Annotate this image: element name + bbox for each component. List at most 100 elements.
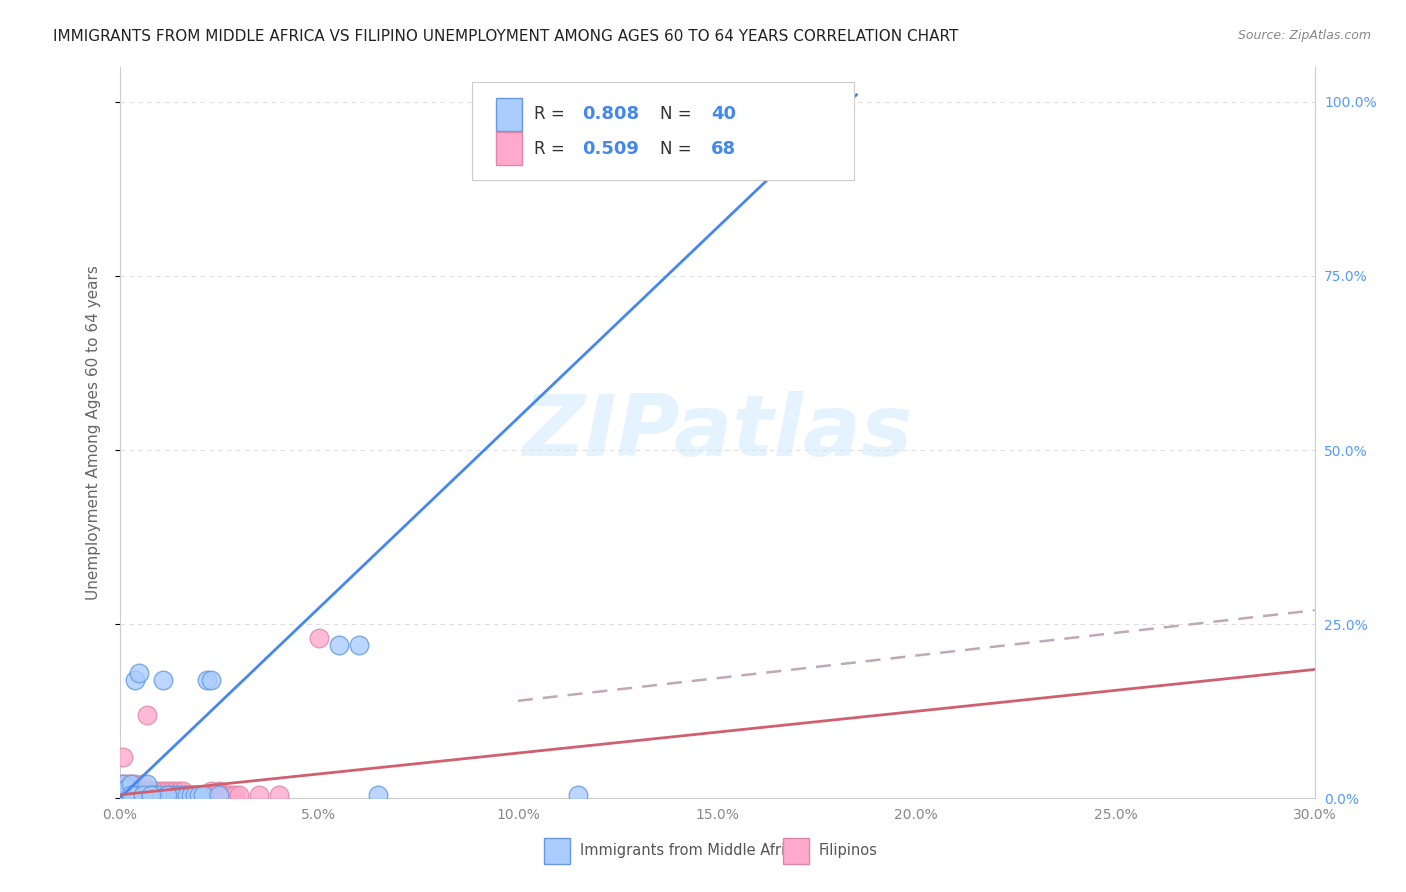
- Point: [121, 788, 143, 802]
- Point: [208, 788, 231, 802]
- Point: [172, 788, 194, 802]
- Point: [160, 788, 183, 802]
- Point: [745, 109, 768, 123]
- Text: IMMIGRANTS FROM MIDDLE AFRICA VS FILIPINO UNEMPLOYMENT AMONG AGES 60 TO 64 YEARS: IMMIGRANTS FROM MIDDLE AFRICA VS FILIPIN…: [53, 29, 959, 45]
- Point: [121, 788, 143, 802]
- Point: [117, 780, 139, 795]
- Point: [156, 788, 179, 802]
- Text: 68: 68: [711, 140, 737, 158]
- Text: Source: ZipAtlas.com: Source: ZipAtlas.com: [1237, 29, 1371, 43]
- Point: [367, 788, 389, 802]
- Point: [117, 784, 139, 798]
- Point: [124, 788, 146, 802]
- Point: [180, 788, 202, 802]
- Point: [128, 788, 150, 802]
- Point: [128, 665, 150, 680]
- Point: [145, 788, 166, 802]
- Point: [191, 788, 215, 802]
- Point: [132, 788, 155, 802]
- Point: [121, 788, 143, 802]
- Text: R =: R =: [534, 140, 571, 158]
- Point: [204, 788, 226, 802]
- Point: [176, 788, 198, 802]
- Point: [219, 788, 242, 802]
- Point: [184, 788, 207, 802]
- Point: [112, 788, 135, 802]
- Point: [121, 784, 143, 798]
- Point: [160, 784, 183, 798]
- Point: [184, 788, 207, 802]
- Point: [117, 777, 139, 791]
- Point: [124, 777, 146, 791]
- Point: [152, 784, 174, 798]
- Point: [132, 784, 155, 798]
- Point: [128, 780, 150, 795]
- Point: [191, 788, 215, 802]
- Point: [172, 788, 194, 802]
- Point: [132, 777, 155, 791]
- Point: [141, 788, 163, 802]
- Point: [328, 638, 350, 652]
- Point: [121, 777, 143, 791]
- Point: [188, 788, 211, 802]
- Text: 0.808: 0.808: [582, 105, 640, 123]
- Point: [136, 777, 159, 791]
- Point: [124, 784, 146, 798]
- Text: Immigrants from Middle Africa: Immigrants from Middle Africa: [579, 843, 801, 858]
- Point: [148, 788, 170, 802]
- Point: [165, 788, 187, 802]
- Text: N =: N =: [659, 105, 696, 123]
- Point: [156, 784, 179, 798]
- Point: [136, 788, 159, 802]
- Text: 40: 40: [711, 105, 737, 123]
- Point: [200, 784, 222, 798]
- Point: [141, 784, 163, 798]
- Point: [132, 788, 155, 802]
- Point: [148, 788, 170, 802]
- Point: [112, 777, 135, 791]
- Point: [212, 788, 235, 802]
- Point: [172, 784, 194, 798]
- Point: [156, 788, 179, 802]
- Point: [224, 788, 246, 802]
- Point: [195, 788, 218, 802]
- Point: [110, 788, 132, 802]
- Y-axis label: Unemployment Among Ages 60 to 64 years: Unemployment Among Ages 60 to 64 years: [86, 265, 101, 600]
- Point: [165, 784, 187, 798]
- FancyBboxPatch shape: [544, 838, 569, 864]
- FancyBboxPatch shape: [496, 98, 522, 131]
- Point: [188, 788, 211, 802]
- Point: [112, 749, 135, 764]
- Point: [208, 788, 231, 802]
- Point: [145, 784, 166, 798]
- Point: [112, 784, 135, 798]
- Point: [195, 673, 218, 687]
- Text: N =: N =: [659, 140, 696, 158]
- Point: [117, 788, 139, 802]
- Text: ZIPatlas: ZIPatlas: [522, 391, 912, 475]
- Point: [124, 673, 146, 687]
- Point: [112, 788, 135, 802]
- Point: [117, 788, 139, 802]
- Point: [169, 788, 191, 802]
- Point: [141, 788, 163, 802]
- Point: [217, 788, 239, 802]
- Point: [141, 788, 163, 802]
- Point: [124, 788, 146, 802]
- Point: [200, 788, 222, 802]
- Point: [136, 784, 159, 798]
- Point: [169, 788, 191, 802]
- Point: [180, 788, 202, 802]
- Point: [145, 788, 166, 802]
- Point: [128, 788, 150, 802]
- Point: [121, 777, 143, 791]
- Text: R =: R =: [534, 105, 571, 123]
- FancyBboxPatch shape: [472, 81, 855, 180]
- Point: [156, 788, 179, 802]
- Point: [169, 784, 191, 798]
- Point: [124, 788, 146, 802]
- FancyBboxPatch shape: [496, 132, 522, 165]
- FancyBboxPatch shape: [783, 838, 808, 864]
- Point: [145, 788, 166, 802]
- Point: [567, 788, 589, 802]
